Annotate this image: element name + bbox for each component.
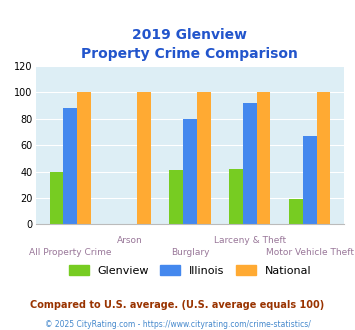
Bar: [303, 136, 317, 224]
Text: Burglary: Burglary: [171, 248, 209, 257]
Bar: [243, 103, 257, 224]
Bar: [289, 199, 303, 224]
Bar: [63, 108, 77, 224]
Text: © 2025 CityRating.com - https://www.cityrating.com/crime-statistics/: © 2025 CityRating.com - https://www.city…: [45, 320, 310, 329]
Text: Larceny & Theft: Larceny & Theft: [214, 236, 286, 245]
Bar: [197, 92, 211, 224]
Legend: Glenview, Illinois, National: Glenview, Illinois, National: [69, 265, 311, 276]
Bar: [317, 92, 330, 224]
Bar: [77, 92, 91, 224]
Bar: [169, 170, 183, 224]
Bar: [229, 169, 243, 224]
Bar: [137, 92, 151, 224]
Bar: [183, 119, 197, 224]
Text: Motor Vehicle Theft: Motor Vehicle Theft: [266, 248, 354, 257]
Bar: [50, 172, 63, 224]
Bar: [257, 92, 271, 224]
Text: All Property Crime: All Property Crime: [29, 248, 111, 257]
Text: Arson: Arson: [117, 236, 143, 245]
Title: 2019 Glenview
Property Crime Comparison: 2019 Glenview Property Crime Comparison: [82, 28, 298, 61]
Text: Compared to U.S. average. (U.S. average equals 100): Compared to U.S. average. (U.S. average …: [31, 300, 324, 310]
